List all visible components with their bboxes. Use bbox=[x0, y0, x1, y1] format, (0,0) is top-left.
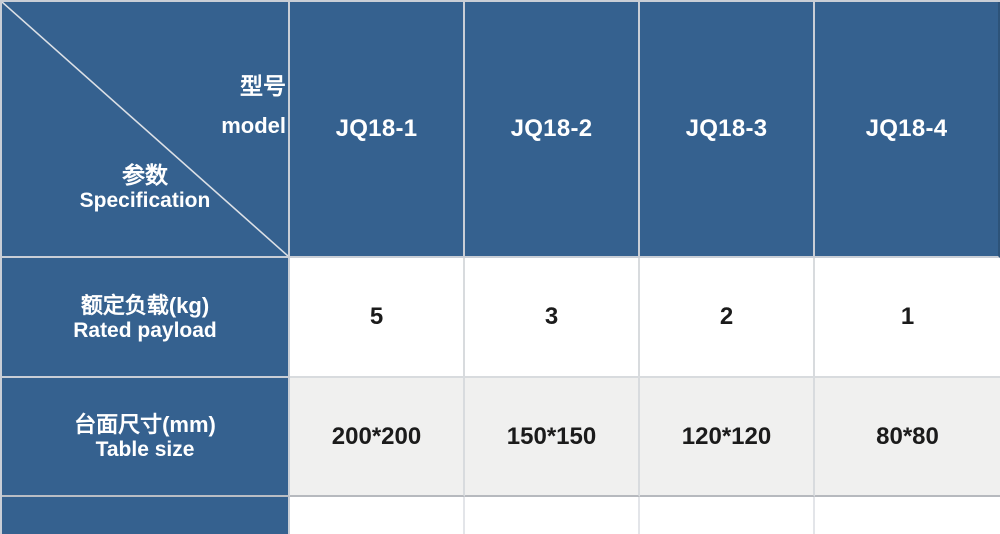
row-label-zh: 台面尺寸(mm) bbox=[74, 412, 216, 437]
column-header-label: JQ18-2 bbox=[510, 115, 593, 142]
diagonal-divider-line bbox=[2, 2, 288, 256]
row-label-rated-payload: 额定负载(kg) Rated payload bbox=[2, 258, 290, 378]
cell-table-size-jq18-2: 150*150 bbox=[465, 378, 640, 497]
model-label-zh: 型号 bbox=[240, 73, 286, 99]
cell-rated-payload-jq18-2: 3 bbox=[465, 258, 640, 378]
cell-partial-jq18-4 bbox=[815, 497, 1000, 534]
spec-label-zh: 参数 bbox=[122, 162, 168, 188]
corner-header-cell: 型号 model 参数 Specification bbox=[2, 2, 290, 258]
cell-rated-payload-jq18-3: 2 bbox=[640, 258, 815, 378]
cell-rated-payload-jq18-4: 1 bbox=[815, 258, 1000, 378]
row-label-table-size: 台面尺寸(mm) Table size bbox=[2, 378, 290, 497]
cell-table-size-jq18-3: 120*120 bbox=[640, 378, 815, 497]
row-label-partial bbox=[2, 497, 290, 534]
column-header-label: JQ18-1 bbox=[335, 115, 418, 142]
column-header-label: JQ18-4 bbox=[865, 115, 948, 142]
row-label-en: Table size bbox=[95, 438, 195, 461]
column-header-jq18-2: JQ18-2 bbox=[465, 2, 640, 258]
row-label-en: Rated payload bbox=[73, 318, 217, 342]
cell-partial-jq18-1 bbox=[290, 497, 465, 534]
corner-model-label: 型号 model bbox=[221, 73, 286, 138]
row-label-zh: 额定负载(kg) bbox=[80, 292, 210, 318]
column-header-label: JQ18-3 bbox=[685, 115, 768, 142]
cell-rated-payload-jq18-1: 5 bbox=[290, 258, 465, 378]
cell-table-size-jq18-1: 200*200 bbox=[290, 378, 465, 497]
cell-table-size-jq18-4: 80*80 bbox=[815, 378, 1000, 497]
column-header-jq18-1: JQ18-1 bbox=[290, 2, 465, 258]
column-header-jq18-4: JQ18-4 bbox=[815, 2, 1000, 258]
corner-spec-label: 参数 Specification bbox=[2, 162, 288, 213]
model-label-en: model bbox=[221, 113, 286, 138]
spec-label-en: Specification bbox=[79, 189, 211, 212]
column-header-jq18-3: JQ18-3 bbox=[640, 2, 815, 258]
cell-partial-jq18-2 bbox=[465, 497, 640, 534]
cell-partial-jq18-3 bbox=[640, 497, 815, 534]
